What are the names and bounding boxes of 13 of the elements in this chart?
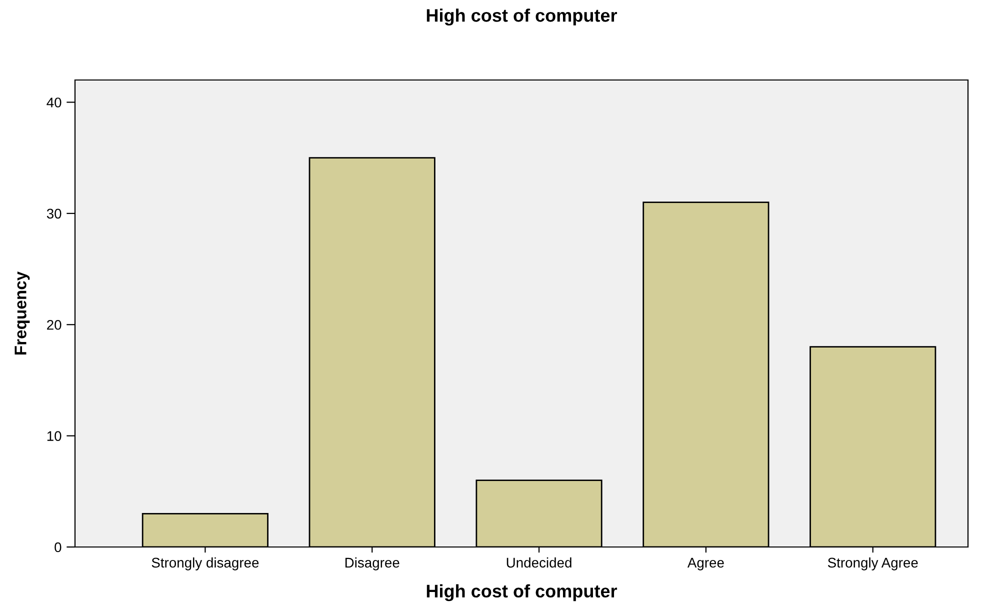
y-tick-label: 30 xyxy=(46,208,62,219)
x-tick-label: Strongly disagree xyxy=(152,557,259,570)
y-axis-title: Frequency xyxy=(14,271,30,355)
chart-title: High cost of computer xyxy=(426,8,618,26)
y-tick-label: 10 xyxy=(47,431,62,441)
y-tick-label: 0 xyxy=(54,542,62,552)
x-tick-label: Strongly Agree xyxy=(828,557,918,570)
x-tick-label: Undecided xyxy=(506,557,572,568)
x-tick-label: Disagree xyxy=(345,557,400,570)
y-tick-label: 40 xyxy=(46,98,62,108)
x-axis-title: High cost of computer xyxy=(426,584,618,602)
y-tick-label: 20 xyxy=(47,320,62,330)
x-tick-label: Agree xyxy=(687,558,724,570)
